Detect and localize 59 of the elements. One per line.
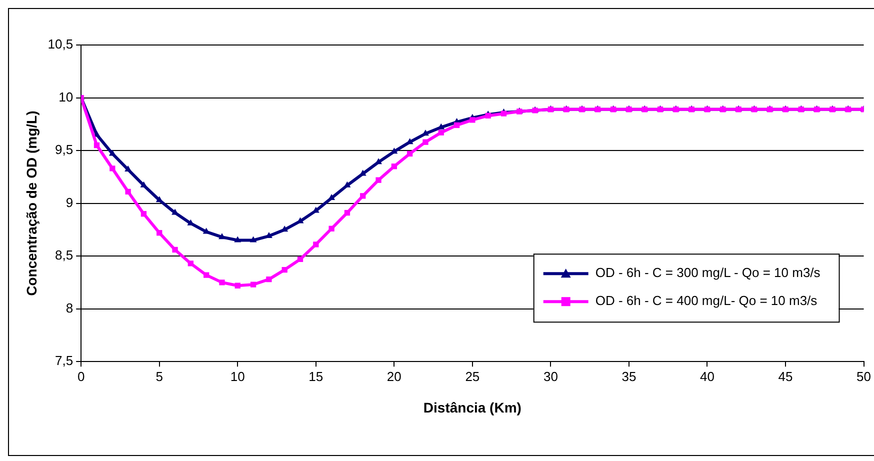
point [250, 282, 256, 288]
legend-label: OD - 6h - C = 400 mg/L- Qo = 10 m3/s [595, 293, 818, 308]
x-tick-label: 10 [230, 368, 245, 384]
x-tick-label: 20 [386, 368, 402, 384]
x-tick-label: 45 [778, 368, 793, 384]
point [470, 117, 476, 123]
y-tick-label: 9 [66, 194, 74, 210]
point [344, 181, 351, 188]
y-tick-label: 10 [58, 89, 74, 104]
point [391, 164, 397, 170]
point [188, 260, 194, 266]
point [422, 130, 429, 136]
point [406, 150, 413, 157]
point [108, 150, 116, 156]
point [172, 208, 178, 215]
point [376, 177, 382, 183]
point [156, 230, 162, 236]
x-tick-label: 35 [622, 368, 636, 384]
point [125, 188, 131, 195]
x-axis-title: Distância (Km) [423, 399, 522, 416]
y-tick-label: 8,5 [55, 248, 74, 263]
point [172, 246, 178, 253]
point [234, 236, 242, 242]
point [250, 236, 257, 242]
point [219, 280, 225, 286]
y-tick-label: 7,5 [55, 353, 74, 368]
point [218, 233, 226, 240]
x-tick-label: 5 [156, 368, 163, 384]
point [204, 272, 210, 278]
point [234, 282, 240, 288]
point [328, 226, 334, 232]
y-tick-label: 8 [66, 300, 74, 316]
y-tick-label: 10,5 [48, 36, 74, 52]
point [438, 130, 444, 136]
y-tick-label: 9,5 [55, 142, 74, 158]
point [266, 276, 272, 282]
x-tick-label: 15 [308, 368, 324, 384]
point [140, 181, 148, 188]
point [375, 158, 382, 164]
point [344, 210, 350, 216]
point [94, 142, 100, 148]
x-tick-label: 50 [856, 368, 872, 384]
y-axis-title: Concentração de OD (mg/L) [23, 110, 40, 296]
x-tick-label: 30 [543, 368, 558, 384]
point [110, 166, 116, 172]
point [313, 242, 319, 248]
point [156, 196, 163, 202]
point [328, 194, 336, 200]
point [297, 256, 304, 262]
point [140, 211, 147, 217]
point [282, 266, 288, 273]
legend-label: OD - 6h - C = 300 mg/L - Qo = 10 m3/s [595, 265, 821, 280]
point [422, 139, 428, 145]
x-tick-label: 25 [465, 368, 480, 384]
point [454, 122, 460, 128]
x-tick-label: 0 [77, 368, 85, 384]
point [124, 166, 132, 172]
x-tick-label: 40 [700, 368, 714, 384]
point [360, 193, 366, 199]
